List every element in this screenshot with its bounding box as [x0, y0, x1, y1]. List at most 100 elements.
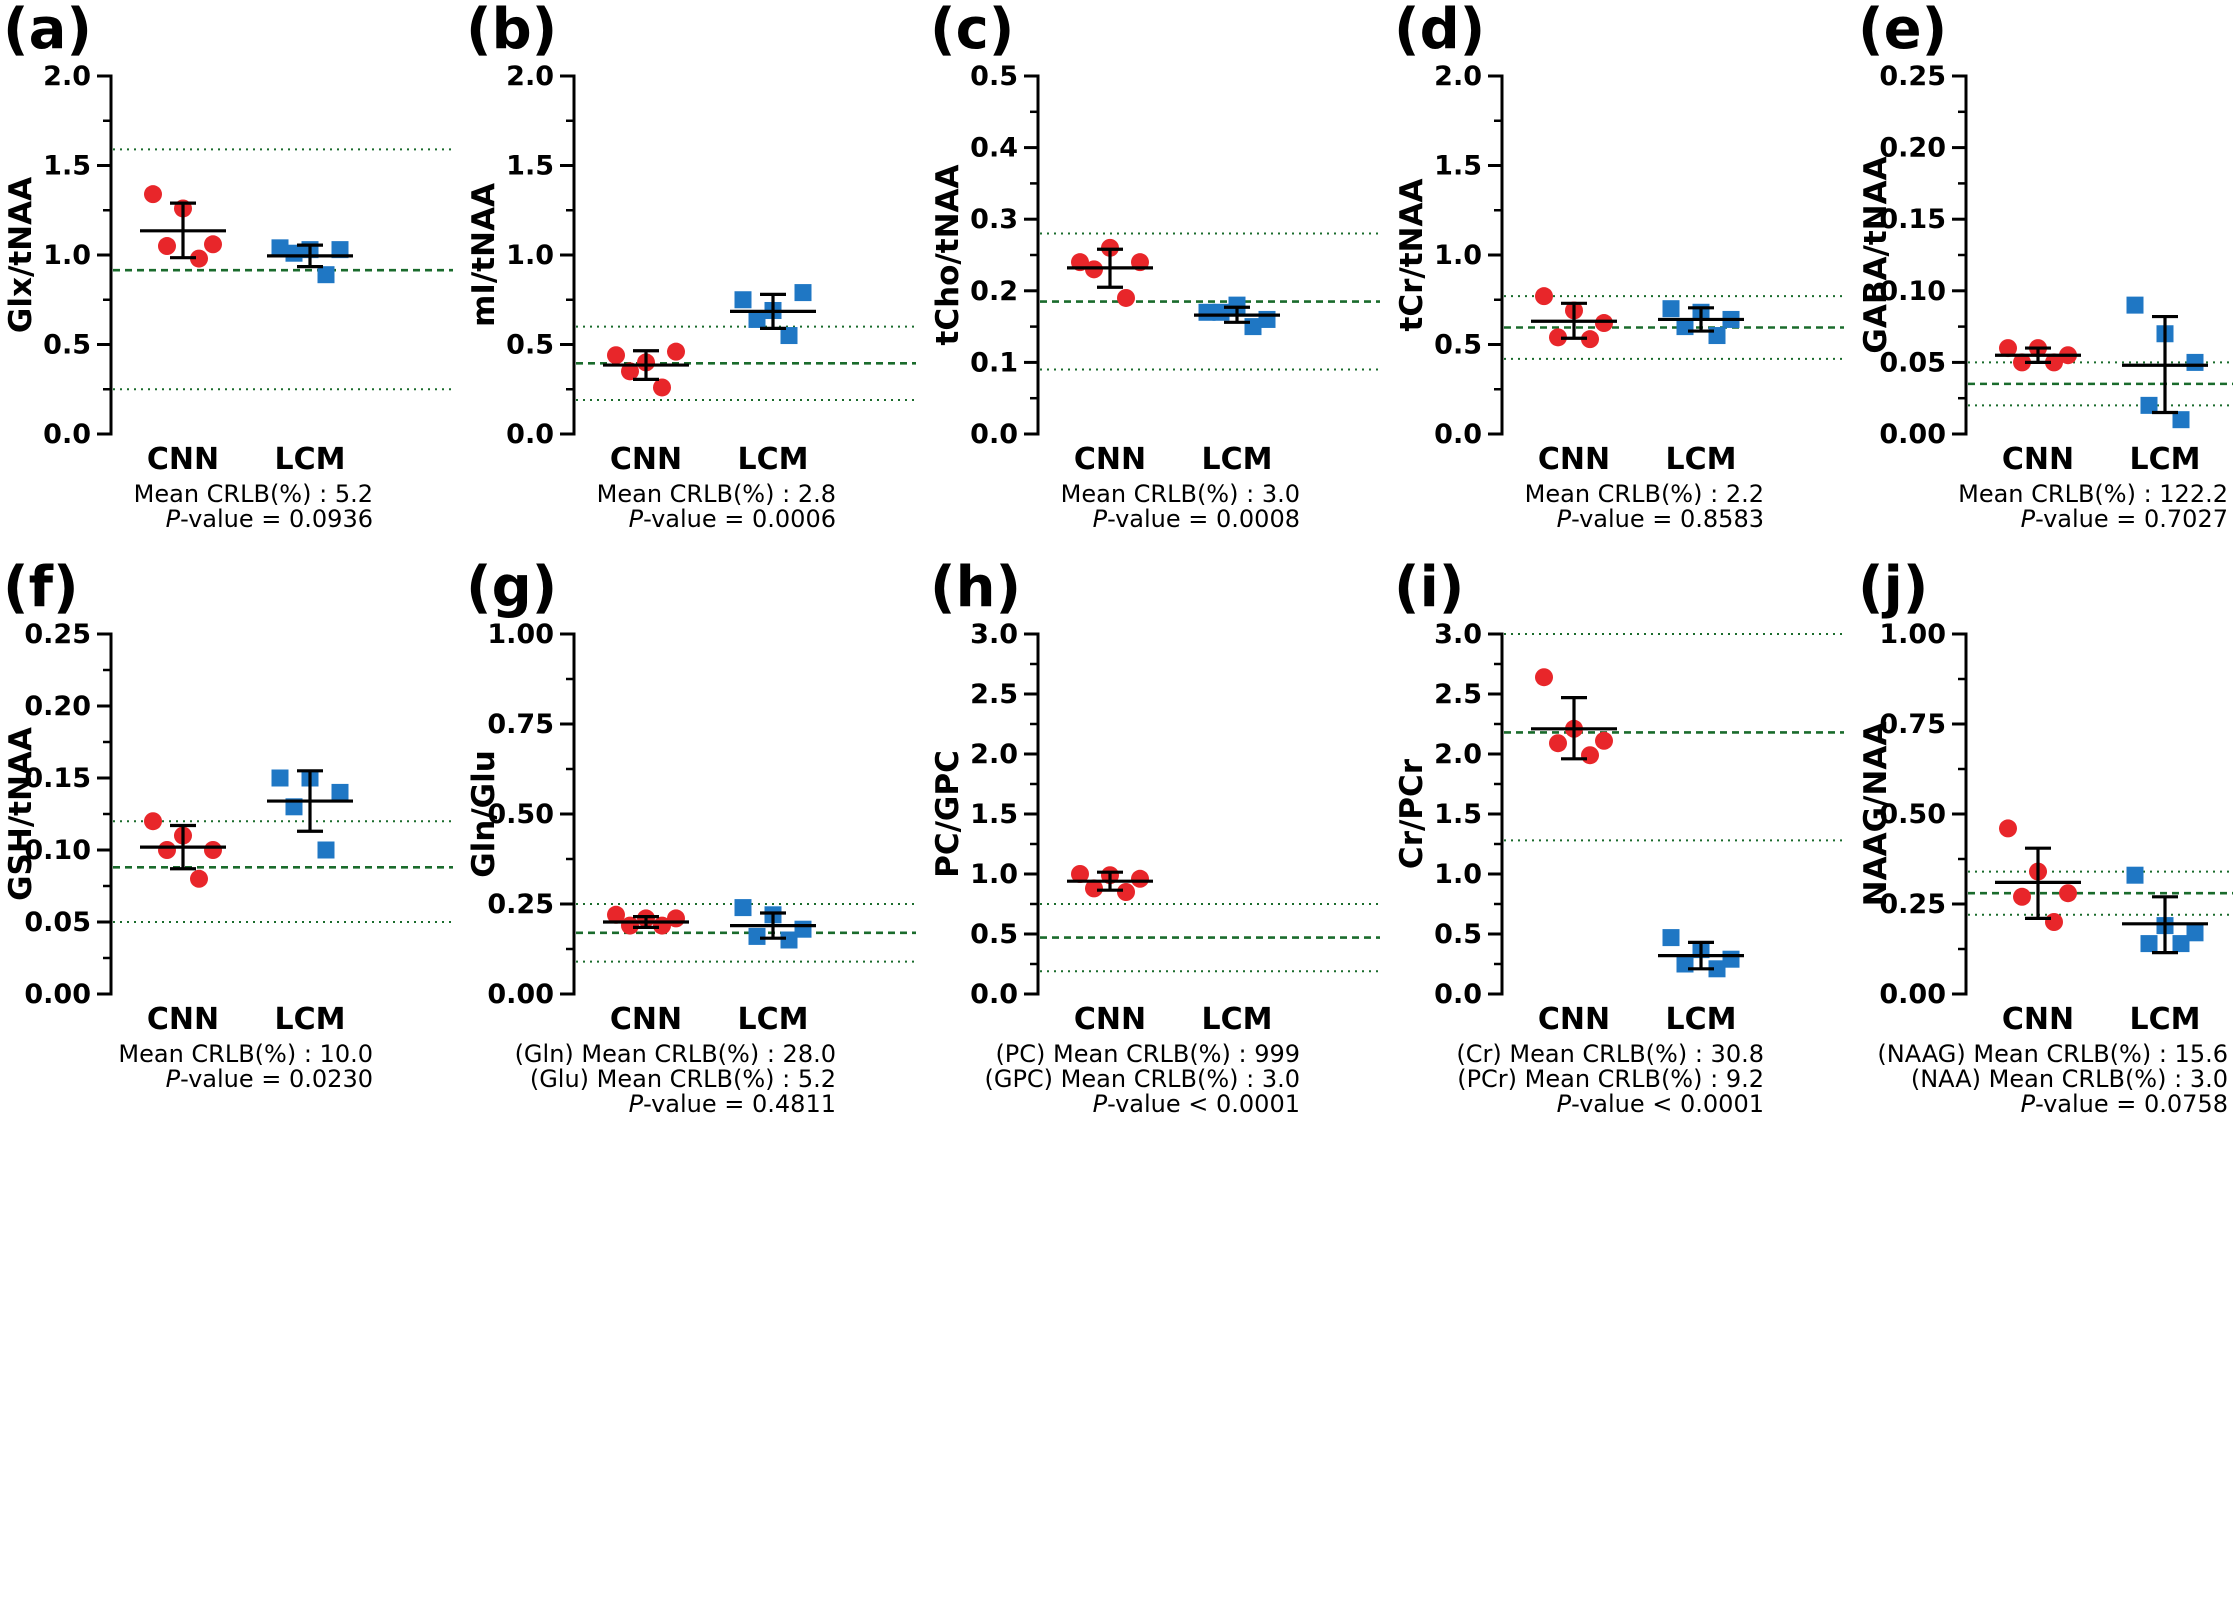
panel-letter: (g)	[466, 555, 557, 620]
cnn-point	[653, 916, 671, 935]
y-tick-label: 1.0	[970, 859, 1018, 890]
lcm-point	[2126, 866, 2144, 884]
panel-letter: (i)	[1394, 555, 1464, 620]
y-tick-label: 1.0	[1434, 240, 1482, 271]
note-text: -value < 0.0001	[1571, 1090, 1764, 1118]
lcm-point	[1708, 960, 1726, 978]
y-tick-label: 2.0	[1434, 739, 1482, 770]
p-italic: P	[1557, 1090, 1572, 1118]
y-tick-label: 1.0	[1434, 859, 1482, 890]
cnn-point	[653, 378, 671, 397]
cnn-point	[1117, 288, 1135, 307]
lcm-point	[794, 284, 812, 302]
crlb-note: Mean CRLB(%) : 5.2	[134, 480, 373, 508]
lcm-point	[748, 927, 766, 945]
x-category-label: LCM	[1202, 1002, 1273, 1037]
cnn-point	[667, 342, 685, 361]
y-axis-title: Cr/PCr	[1394, 758, 1430, 869]
y-tick-label: 2.0	[970, 739, 1018, 770]
panel-letter: (f)	[3, 555, 79, 620]
y-tick-label: 0.15	[24, 763, 91, 794]
y-tick-label: 0.0	[1434, 419, 1482, 450]
lcm-point	[2140, 935, 2158, 953]
y-axis-title: NAAG/NAA	[1858, 722, 1894, 907]
x-category-label: CNN	[1538, 1002, 1610, 1037]
y-tick-label: 1.0	[506, 240, 554, 271]
y-axis-title: GABA/tNAA	[1858, 156, 1894, 353]
x-category-label: LCM	[2130, 442, 2201, 477]
p-value-note: P-value < 0.0001	[1557, 1090, 1764, 1118]
y-tick-label: 2.0	[1434, 61, 1482, 92]
y-tick-label: 0.5	[970, 919, 1018, 950]
x-category-label: LCM	[2130, 1002, 2201, 1037]
cnn-point	[144, 812, 162, 831]
x-category-label: CNN	[1074, 442, 1146, 477]
cnn-point	[1071, 865, 1089, 883]
lcm-point	[2172, 411, 2190, 429]
p-value-note: P-value = 0.7027	[2021, 505, 2228, 533]
cnn-point	[2045, 353, 2063, 372]
y-tick-label: 0.75	[1879, 709, 1946, 740]
y-tick-label: 0.0	[506, 419, 554, 450]
note-text: -value = 0.0758	[2035, 1090, 2228, 1118]
cnn-point	[1085, 879, 1103, 898]
x-category-label: CNN	[1538, 442, 1610, 477]
y-tick-label: 0.0	[970, 979, 1018, 1010]
panel-letter: (h)	[930, 555, 1021, 620]
crlb-note: Mean CRLB(%) : 2.2	[1525, 480, 1764, 508]
cnn-point	[144, 185, 162, 204]
panel-i: (i) Cr/PCr 0.0 0.5 1.0 1.5 2.0 2.5 3.0 CNN LCM (Cr)…	[1394, 555, 1844, 1118]
cnn-point	[1131, 869, 1149, 888]
cnn-point	[190, 249, 208, 268]
lcm-point	[748, 310, 766, 328]
y-tick-label: 0.25	[1879, 889, 1946, 920]
x-category-label: CNN	[147, 442, 219, 477]
cnn-point	[2013, 887, 2031, 906]
panel-d: (d) tCr/tNAA 0.0 0.5 1.0 1.5 2.0 CNN LCM Mean CRL…	[1394, 0, 1844, 533]
note-text: Mean CRLB(%) : 122.2	[1958, 480, 2228, 508]
p-value-note: P-value = 0.8583	[1557, 505, 1764, 533]
crlb-note: (NAA) Mean CRLB(%) : 3.0	[1911, 1065, 2228, 1093]
y-tick-label: 0.50	[487, 799, 554, 830]
panel-letter: (d)	[1394, 0, 1485, 62]
x-category-label: LCM	[738, 1002, 809, 1037]
y-tick-label: 0.0	[43, 419, 91, 450]
lcm-point	[2126, 296, 2144, 314]
note-text: (Gln) Mean CRLB(%) : 28.0	[515, 1040, 836, 1068]
panel-a: (a) Glx/tNAA 0.0 0.5 1.0 1.5 2.0 CNN LCM Mean CRL…	[3, 0, 453, 533]
y-tick-label: 0.00	[487, 979, 554, 1010]
y-tick-label: 0.05	[1879, 347, 1946, 378]
crlb-note: (PCr) Mean CRLB(%) : 9.2	[1457, 1065, 1764, 1093]
y-tick-label: 1.5	[970, 799, 1018, 830]
p-value-note: P-value < 0.0001	[1093, 1090, 1300, 1118]
panel-h: (h) PC/GPC 0.0 0.5 1.0 1.5 2.0 2.5 3.0 CNN LCM (PC)…	[930, 555, 1380, 1118]
note-text: -value = 0.0008	[1107, 505, 1300, 533]
p-italic: P	[1557, 505, 1572, 533]
cnn-point	[607, 346, 625, 365]
p-value-note: P-value = 0.0758	[2021, 1090, 2228, 1118]
crlb-note: (Glu) Mean CRLB(%) : 5.2	[530, 1065, 836, 1093]
y-axis-title: PC/GPC	[930, 750, 966, 878]
y-tick-label: 2.5	[1434, 679, 1482, 710]
y-axis-title: mI/tNAA	[466, 183, 502, 327]
note-text: (Glu) Mean CRLB(%) : 5.2	[530, 1065, 836, 1093]
cnn-point	[1581, 746, 1599, 765]
note-text: Mean CRLB(%) : 2.2	[1525, 480, 1764, 508]
y-axis-title: tCho/tNAA	[930, 164, 966, 345]
y-tick-label: 1.00	[487, 619, 554, 650]
y-axis-title: GSH/tNAA	[3, 727, 39, 901]
x-category-label: CNN	[610, 1002, 682, 1037]
crlb-note: (GPC) Mean CRLB(%) : 3.0	[984, 1065, 1300, 1093]
cnn-point	[1117, 883, 1135, 901]
y-tick-label: 0.00	[1879, 979, 1946, 1010]
cnn-point	[1999, 819, 2017, 838]
crlb-note: (NAAG) Mean CRLB(%) : 15.6	[1877, 1040, 2228, 1068]
y-tick-label: 0.05	[24, 907, 91, 938]
lcm-point	[2186, 924, 2204, 942]
y-tick-label: 0.20	[1879, 133, 1946, 164]
crlb-note: (PC) Mean CRLB(%) : 999	[995, 1040, 1300, 1068]
lcm-point	[780, 931, 798, 949]
p-italic: P	[629, 1090, 644, 1118]
note-text: Mean CRLB(%) : 2.8	[597, 480, 836, 508]
y-tick-label: 3.0	[970, 619, 1018, 650]
